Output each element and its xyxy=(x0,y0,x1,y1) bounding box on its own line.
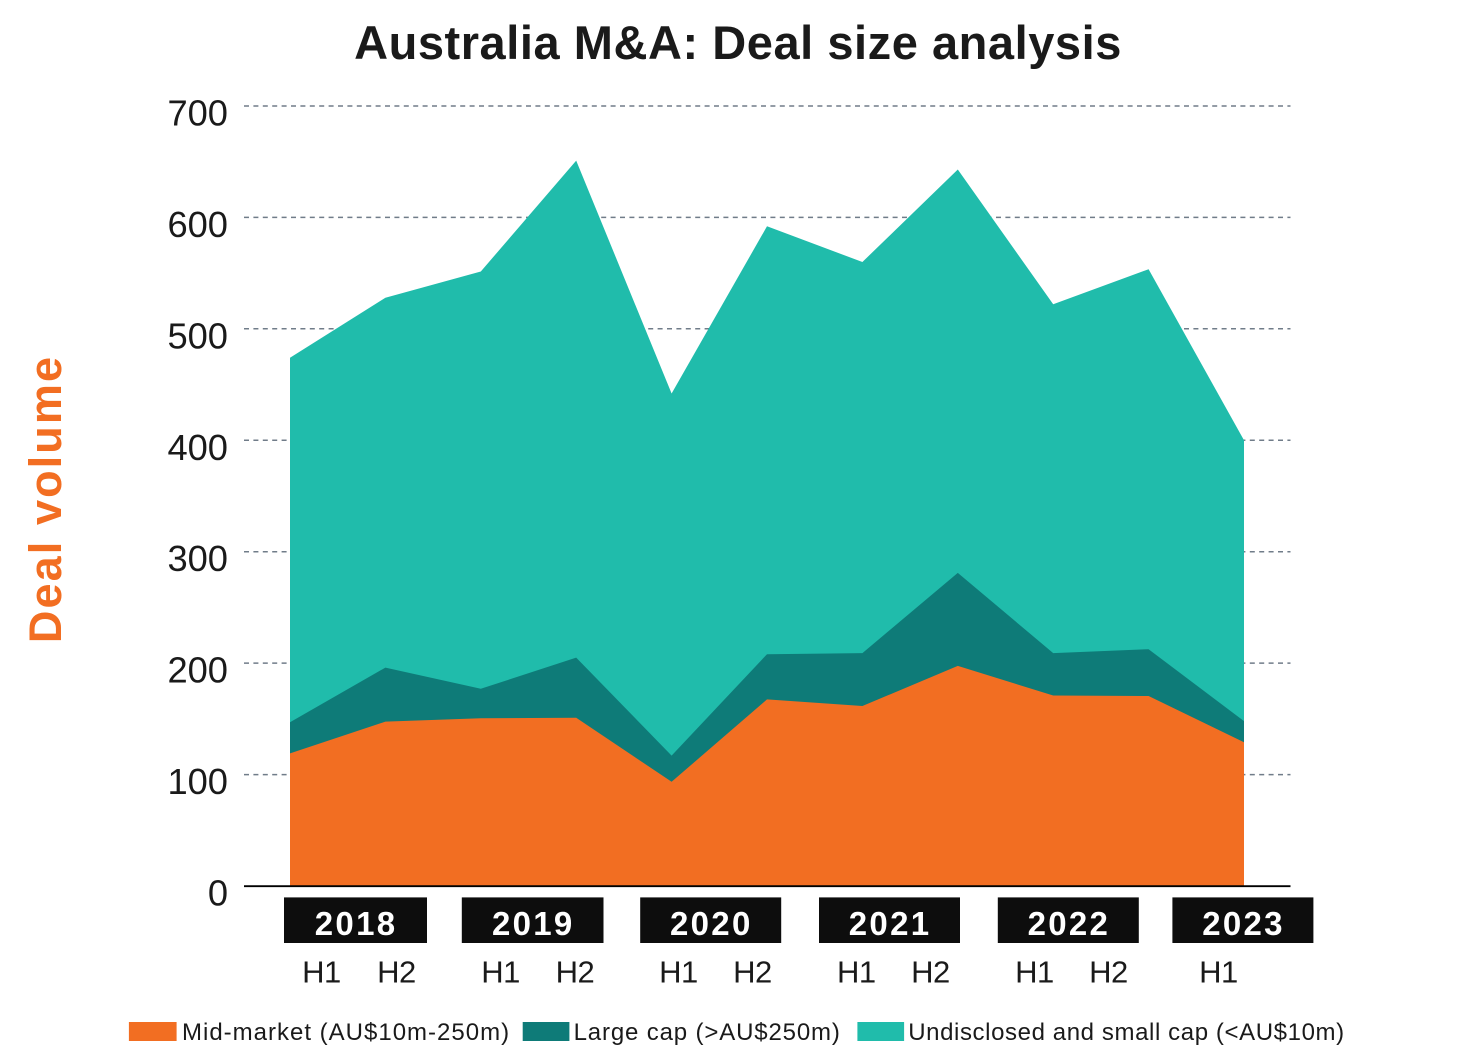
svg-text:400: 400 xyxy=(167,427,228,468)
svg-text:H1: H1 xyxy=(1199,955,1238,990)
svg-text:0: 0 xyxy=(208,873,228,914)
svg-text:Australia M&A: Deal size analy: Australia M&A: Deal size analysis xyxy=(354,16,1122,69)
svg-text:H1: H1 xyxy=(837,955,876,990)
svg-text:H1: H1 xyxy=(1015,955,1054,990)
svg-text:H2: H2 xyxy=(1089,955,1128,990)
svg-text:300: 300 xyxy=(167,538,228,579)
svg-text:H1: H1 xyxy=(481,955,520,990)
svg-text:2022: 2022 xyxy=(1028,905,1111,942)
svg-text:H2: H2 xyxy=(733,955,772,990)
svg-text:H1: H1 xyxy=(302,955,341,990)
svg-text:200: 200 xyxy=(167,650,228,691)
svg-text:Large cap (>AU$250m): Large cap (>AU$250m) xyxy=(574,1019,841,1046)
svg-text:500: 500 xyxy=(167,315,228,356)
svg-text:2020: 2020 xyxy=(670,905,753,942)
svg-text:Deal volume: Deal volume xyxy=(20,355,71,643)
svg-text:H2: H2 xyxy=(377,955,416,990)
svg-text:600: 600 xyxy=(167,204,228,245)
svg-text:H2: H2 xyxy=(556,955,595,990)
svg-text:2019: 2019 xyxy=(492,905,575,942)
svg-text:2023: 2023 xyxy=(1202,905,1285,942)
svg-text:700: 700 xyxy=(167,93,228,134)
svg-text:Undisclosed and small cap (<AU: Undisclosed and small cap (<AU$10m) xyxy=(908,1019,1345,1046)
svg-text:2018: 2018 xyxy=(315,905,398,942)
svg-text:Mid-market (AU$10m-250m): Mid-market (AU$10m-250m) xyxy=(182,1019,510,1046)
svg-text:100: 100 xyxy=(167,761,228,802)
svg-text:H1: H1 xyxy=(659,955,698,990)
svg-text:H2: H2 xyxy=(911,955,950,990)
svg-text:2021: 2021 xyxy=(849,905,932,942)
